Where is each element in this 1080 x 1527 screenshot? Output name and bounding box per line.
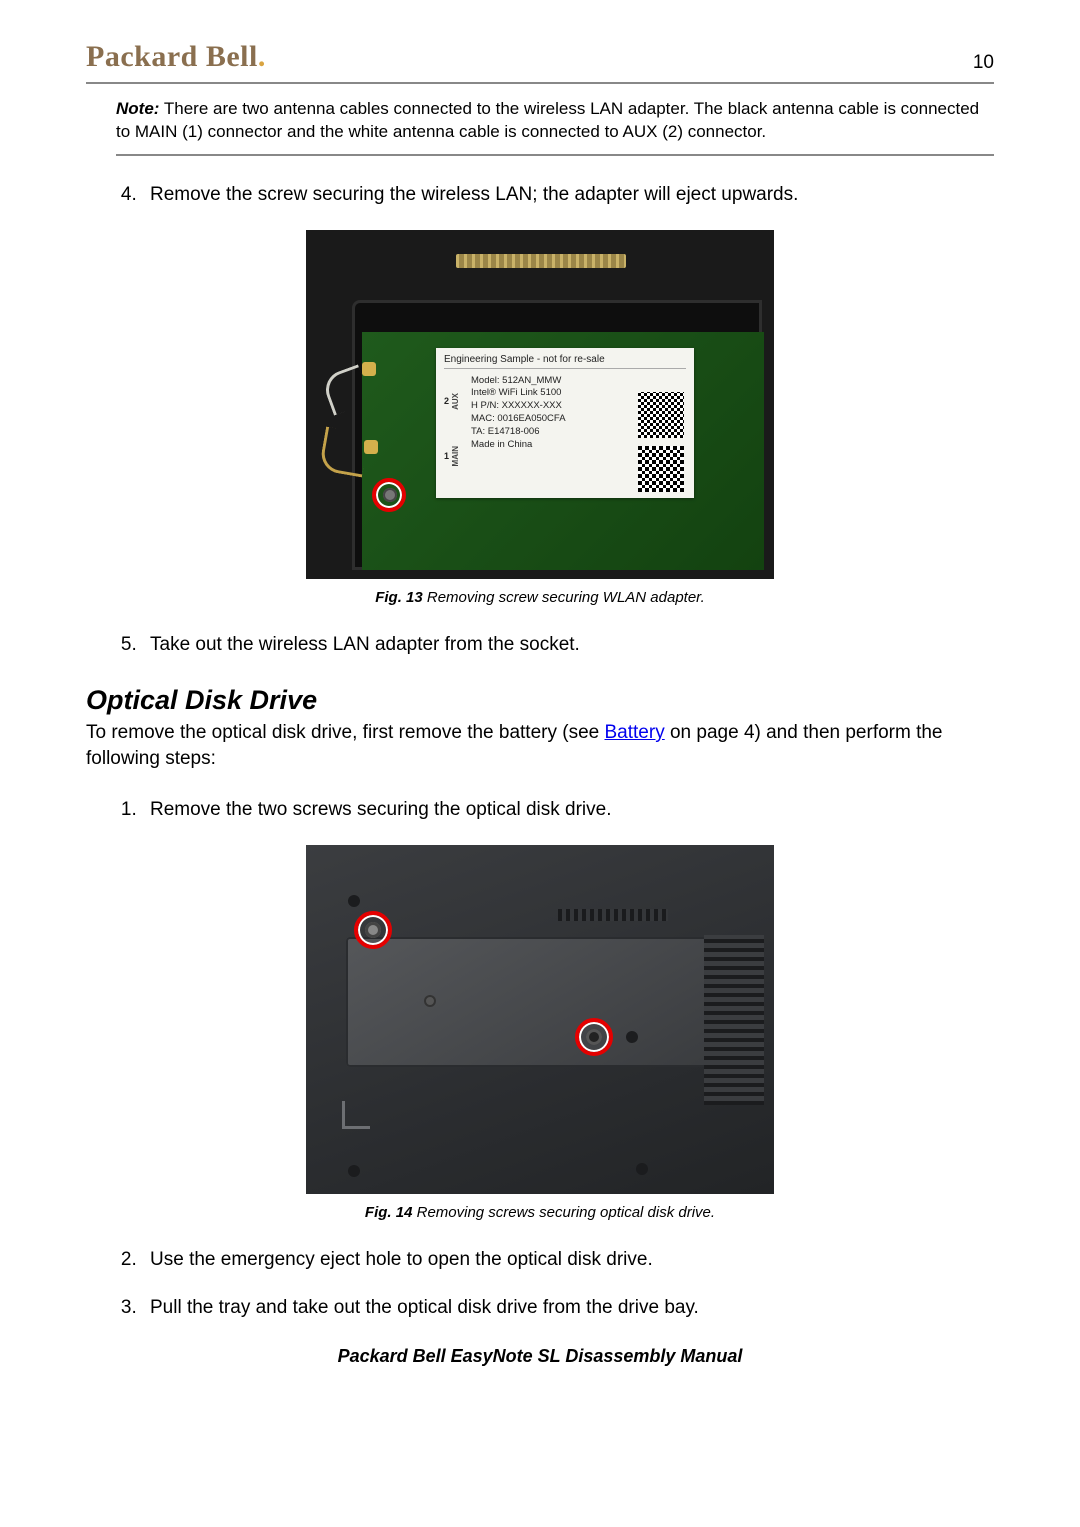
qr-icon bbox=[638, 446, 684, 492]
step-d2: Use the emergency eject hole to open the… bbox=[142, 1247, 994, 1273]
steps-a: Remove the screw securing the wireless L… bbox=[86, 182, 994, 208]
main-num: 1 bbox=[444, 451, 449, 461]
steps-b: Take out the wireless LAN adapter from t… bbox=[86, 632, 994, 658]
figure-13: Engineering Sample - not for re-sale 2 A… bbox=[86, 230, 994, 606]
qr-icon bbox=[638, 392, 684, 438]
fig13-label-lines: Model: 512AN_MMW Intel® WiFi Link 5100 H… bbox=[471, 375, 566, 485]
brand-text: Packard Bell bbox=[86, 40, 258, 73]
page-number: 10 bbox=[973, 52, 994, 74]
fig14-caption: Fig. 14 Removing screws securing optical… bbox=[365, 1204, 715, 1221]
figure-14: Fig. 14 Removing screws securing optical… bbox=[86, 845, 994, 1221]
fig13-label-header: Engineering Sample - not for re-sale bbox=[444, 354, 686, 369]
highlight-ring-icon bbox=[575, 1018, 613, 1056]
steps-c: Remove the two screws securing the optic… bbox=[86, 797, 994, 823]
brand-dot: . bbox=[258, 40, 266, 73]
main-label: MAIN bbox=[451, 446, 465, 466]
footer-title: Packard Bell EasyNote SL Disassembly Man… bbox=[86, 1346, 994, 1367]
aux-num: 2 bbox=[444, 396, 449, 406]
note-box: Note: There are two antenna cables conne… bbox=[116, 98, 994, 156]
highlight-ring-icon bbox=[354, 911, 392, 949]
section-intro: To remove the optical disk drive, first … bbox=[86, 720, 994, 771]
step-4: Remove the screw securing the wireless L… bbox=[142, 182, 994, 208]
section-heading: Optical Disk Drive bbox=[86, 685, 994, 716]
step-c1: Remove the two screws securing the optic… bbox=[142, 797, 994, 823]
steps-d: Use the emergency eject hole to open the… bbox=[86, 1247, 994, 1320]
intro-a: To remove the optical disk drive, first … bbox=[86, 722, 605, 743]
fig13-caption-prefix: Fig. 13 bbox=[375, 589, 423, 606]
brand-logo: Packard Bell. bbox=[86, 40, 266, 74]
fig13-caption-text: Removing screw securing WLAN adapter. bbox=[423, 589, 705, 606]
fig14-caption-text: Removing screws securing optical disk dr… bbox=[412, 1204, 715, 1221]
note-text: There are two antenna cables connected t… bbox=[116, 99, 979, 141]
fig13-caption: Fig. 13 Removing screw securing WLAN ada… bbox=[375, 589, 705, 606]
fig13-label: Engineering Sample - not for re-sale 2 A… bbox=[436, 348, 694, 498]
highlight-ring-icon bbox=[372, 478, 406, 512]
fig14-image bbox=[306, 845, 774, 1194]
aux-label: AUX bbox=[451, 393, 465, 410]
battery-link[interactable]: Battery bbox=[605, 722, 665, 743]
note-label: Note: bbox=[116, 99, 159, 118]
step-d3: Pull the tray and take out the optical d… bbox=[142, 1295, 994, 1321]
page-header: Packard Bell. 10 bbox=[86, 40, 994, 74]
step-5: Take out the wireless LAN adapter from t… bbox=[142, 632, 994, 658]
header-rule bbox=[86, 82, 994, 84]
fig13-image: Engineering Sample - not for re-sale 2 A… bbox=[306, 230, 774, 579]
fig14-caption-prefix: Fig. 14 bbox=[365, 1204, 413, 1221]
